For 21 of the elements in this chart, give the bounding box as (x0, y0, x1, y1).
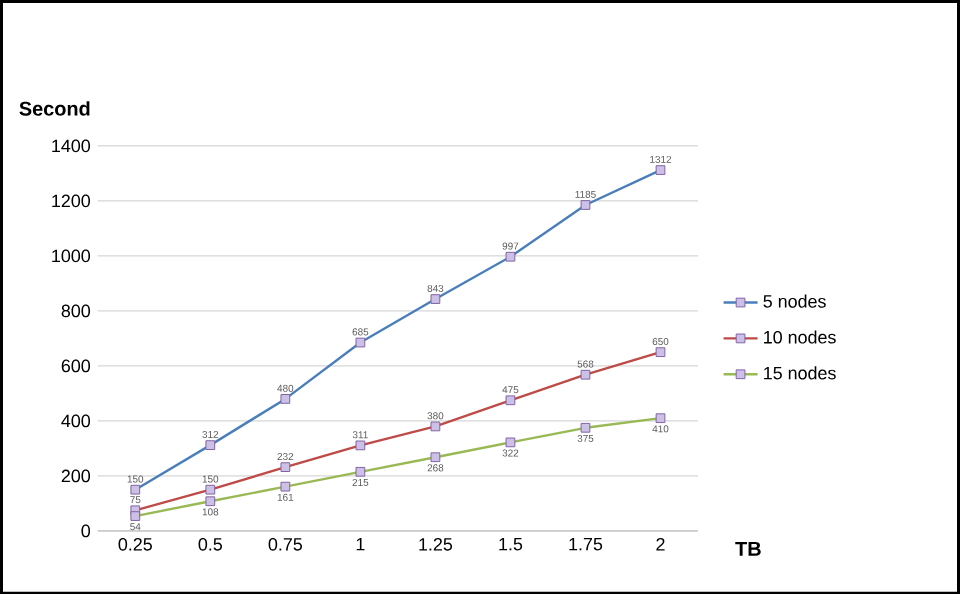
y-tick-label: 0 (81, 524, 91, 537)
y-tick-label: 800 (61, 304, 91, 317)
x-axis-title: TB (735, 541, 761, 556)
x-tick-label: 1 (356, 537, 365, 550)
y-axis-title: Second (19, 100, 90, 116)
y-tick-label: 1200 (52, 194, 91, 207)
y-tick-label: 600 (61, 359, 91, 372)
legend-label: 15 nodes (764, 365, 836, 380)
y-tick-label: 200 (61, 469, 91, 482)
x-tick-label: 1.75 (569, 537, 603, 551)
y-tick-label: 1400 (52, 139, 91, 152)
y-tick-label: 1000 (52, 249, 91, 262)
x-tick-label: 2 (656, 537, 665, 551)
x-tick-label: 1.25 (419, 537, 453, 551)
x-tick-label: 0.75 (268, 537, 303, 551)
legend-label: 5 nodes (763, 294, 826, 308)
x-tick-label: 0.5 (198, 537, 223, 551)
x-tick-label: 0.25 (118, 537, 152, 551)
legend-label: 10 nodes (764, 330, 836, 344)
y-tick-label: 400 (61, 414, 91, 427)
x-tick-label: 1.5 (499, 537, 523, 551)
